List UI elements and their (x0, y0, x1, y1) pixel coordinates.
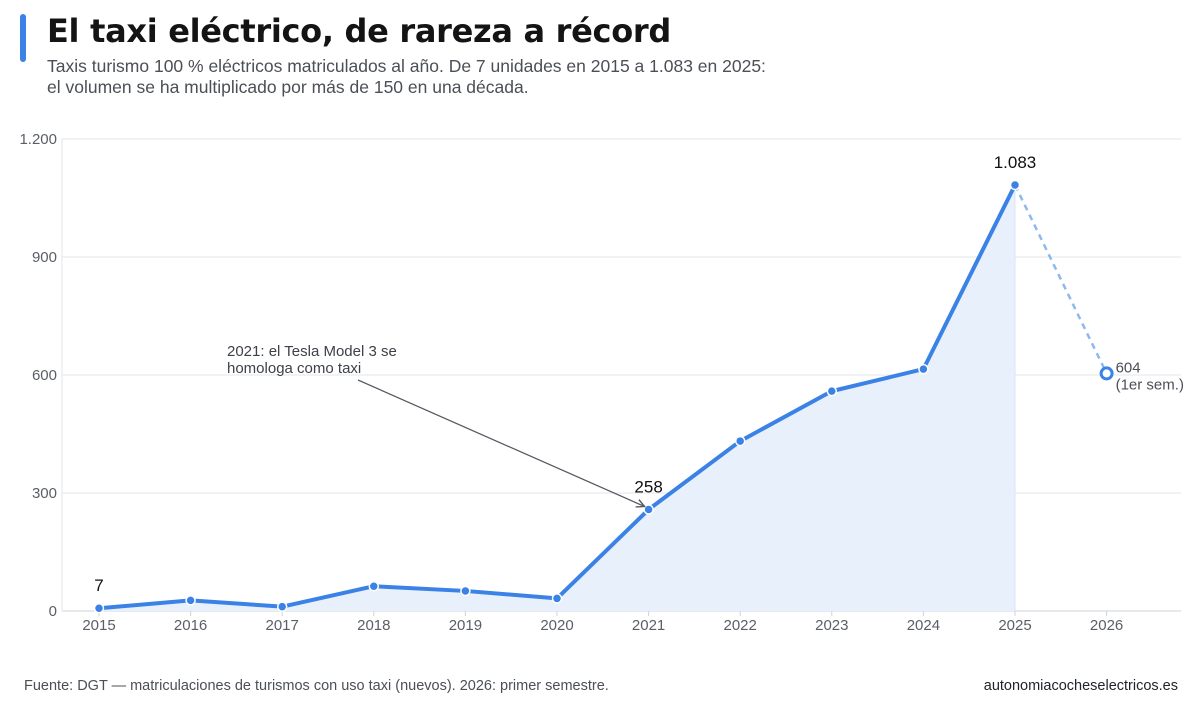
y-tick-label: 0 (49, 603, 57, 620)
annotation-line-1: 2021: el Tesla Model 3 se (227, 343, 397, 360)
annotation-line-2: homologa como taxi (227, 360, 361, 377)
x-tick-label: 2016 (174, 617, 207, 634)
data-point (93, 602, 105, 614)
chart-title: El taxi eléctrico, de rareza a récord (47, 12, 671, 50)
subtitle-line-1: Taxis turismo 100 % eléctricos matricula… (47, 56, 766, 76)
projection-value-label: 604 (1116, 359, 1141, 376)
projection-point (1099, 366, 1114, 381)
y-tick-label: 600 (32, 367, 57, 384)
x-tick-label: 2017 (266, 617, 299, 634)
data-point (918, 363, 929, 375)
x-tick-label: 2018 (357, 617, 390, 634)
annotation-arrow (357, 379, 645, 507)
data-point (1009, 179, 1021, 191)
site-credit: autonomiacocheselectricos.es (983, 678, 1178, 694)
data-point (368, 580, 380, 592)
x-tick-label: 2021 (632, 617, 665, 634)
x-tick-label: 2025 (998, 617, 1031, 634)
data-point (551, 593, 563, 604)
y-tick-label: 300 (32, 485, 57, 502)
data-point (643, 504, 654, 515)
y-tick-label: 1.200 (19, 131, 57, 148)
x-tick-label: 2019 (449, 617, 482, 634)
area-fill (99, 185, 1015, 611)
x-tick-label: 2020 (540, 617, 573, 634)
x-tick-label: 2015 (82, 617, 115, 634)
data-label: 1.083 (994, 153, 1037, 172)
x-tick-label: 2024 (907, 617, 940, 634)
subtitle-line-2: el volumen se ha multiplicado por más de… (47, 77, 529, 97)
x-tick-label: 2023 (815, 617, 848, 634)
x-tick-label: 2022 (724, 617, 757, 634)
title-accent-bar (20, 14, 26, 62)
data-point (826, 385, 838, 397)
source-note: Fuente: DGT — matriculaciones de turismo… (24, 678, 609, 694)
data-point (460, 585, 471, 597)
data-point (185, 595, 196, 606)
data-point (734, 435, 746, 447)
projection-note-label: (1er sem.) (1116, 376, 1184, 393)
chart-subtitle: Taxis turismo 100 % eléctricos matricula… (47, 56, 847, 98)
projection-line (1013, 184, 1108, 374)
y-tick-label: 900 (32, 249, 57, 266)
data-label: 258 (634, 478, 662, 497)
data-point (276, 601, 288, 612)
x-tick-label: 2026 (1090, 617, 1123, 634)
data-label: 7 (94, 576, 103, 595)
